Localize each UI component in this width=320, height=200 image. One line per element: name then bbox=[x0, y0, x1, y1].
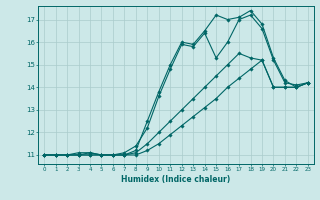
X-axis label: Humidex (Indice chaleur): Humidex (Indice chaleur) bbox=[121, 175, 231, 184]
